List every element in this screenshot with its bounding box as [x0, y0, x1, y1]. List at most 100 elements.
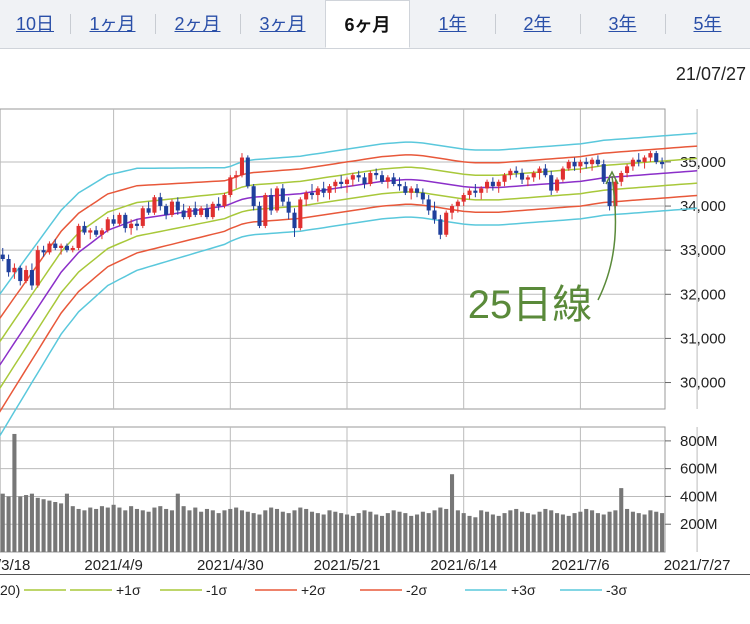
volume-bar [321, 514, 326, 552]
tab-4[interactable]: 6ヶ月 [325, 0, 410, 48]
candle-body [94, 230, 99, 235]
legend-label: -3σ [606, 582, 627, 598]
volume-bar [560, 514, 565, 552]
candle-body [286, 201, 291, 213]
candle-body [269, 195, 274, 211]
candle-body [496, 181, 501, 187]
candle-body [59, 245, 64, 248]
candle-body [117, 214, 122, 224]
candle-body [129, 223, 134, 229]
volume-bar [619, 488, 624, 552]
candle-body [199, 208, 204, 215]
y-tick-label: 31,000 [680, 330, 726, 347]
tab-0[interactable]: 10日 [15, 14, 55, 34]
annotation-arrowhead [605, 170, 619, 185]
candle-body [362, 177, 367, 184]
candle-body [222, 195, 227, 207]
volume-bar [6, 496, 11, 552]
candle-body [566, 161, 571, 169]
annotation-arrow [597, 175, 617, 301]
candle-body [164, 206, 169, 215]
volume-bar [0, 493, 5, 552]
candle-body [432, 210, 437, 220]
volume-bar [473, 517, 478, 552]
candle-body [613, 181, 618, 207]
candle-body [520, 172, 525, 180]
candle-body [479, 188, 484, 193]
volume-bar [181, 506, 186, 552]
candle-body [6, 259, 11, 273]
candle-body [385, 177, 390, 182]
candle-body [18, 267, 23, 282]
candle-body [76, 225, 81, 248]
candle-body [210, 203, 215, 218]
candle-body [24, 270, 29, 282]
tab-7[interactable]: 3年 [608, 14, 637, 34]
candle-body [537, 168, 542, 173]
candle-body [426, 199, 431, 211]
volume-bar [234, 507, 239, 552]
candle-body [304, 192, 309, 200]
tab-2[interactable]: 2ヶ月 [174, 14, 221, 34]
candle-body [216, 203, 221, 207]
volume-bar [496, 515, 501, 552]
candle-body [467, 190, 472, 196]
volume-bar [274, 508, 280, 552]
candle-body [321, 188, 326, 193]
candle-body [257, 206, 262, 226]
x-tick-label: 2021/6/14 [430, 557, 497, 574]
candle-body [327, 186, 332, 193]
volume-bar [385, 513, 390, 552]
tab-8[interactable]: 5年 [693, 14, 722, 34]
volume-bar [158, 506, 163, 552]
tab-5[interactable]: 1年 [438, 14, 467, 34]
candle-body [169, 201, 175, 215]
candle-body [274, 188, 280, 211]
volume-bar [566, 515, 571, 552]
current-date-label: 21/07/27 [675, 64, 746, 84]
stock-chart: 2021/3/18 2021/4/9 2021/4/30 2021/5/21 2021/… [0, 108, 730, 574]
volume-bar [117, 507, 122, 552]
candle-body [152, 197, 157, 213]
band-minus-sigma2 [0, 194, 698, 413]
tab-6[interactable]: 2年 [523, 14, 552, 34]
candle-body [41, 250, 46, 253]
candle-body [88, 230, 93, 233]
volume-bar [449, 474, 455, 552]
band-minus-sigma1 [0, 182, 698, 390]
volume-bar [595, 513, 600, 552]
volume-bar [76, 508, 81, 552]
candle-body [356, 175, 361, 178]
volume-bar [362, 510, 367, 552]
volume-bar [309, 511, 315, 552]
candle-body [590, 159, 595, 165]
candle-body [374, 172, 379, 176]
tab-3[interactable]: 3ヶ月 [259, 14, 306, 34]
candle-body [123, 214, 128, 229]
x-tick-label: 2021/5/21 [314, 557, 381, 574]
candle-body [531, 172, 536, 178]
volume-bar [18, 496, 23, 552]
volume-bar [94, 508, 99, 552]
candle-body [280, 188, 285, 202]
y-tick-label: 30,000 [680, 375, 726, 392]
x-tick-label: 2021/4/30 [197, 557, 264, 574]
candle-body [514, 170, 519, 173]
volume-bar [648, 510, 653, 552]
candle-body [175, 201, 180, 211]
candle-body [642, 157, 647, 162]
volume-bar [479, 510, 484, 552]
volume-bar [578, 511, 583, 552]
volume-panel [0, 426, 666, 553]
volume-bar [64, 493, 69, 552]
candle-body [403, 186, 408, 193]
candle-body [333, 181, 338, 187]
volume-bar [555, 513, 560, 552]
volume-bar [391, 510, 396, 552]
legend-item: +3σ [465, 582, 536, 598]
legend-item: +1σ [70, 582, 141, 598]
volume-bar [140, 510, 145, 552]
tab-1[interactable]: 1ヶ月 [89, 14, 136, 34]
candle-body [484, 181, 490, 189]
volume-bar [59, 503, 64, 552]
